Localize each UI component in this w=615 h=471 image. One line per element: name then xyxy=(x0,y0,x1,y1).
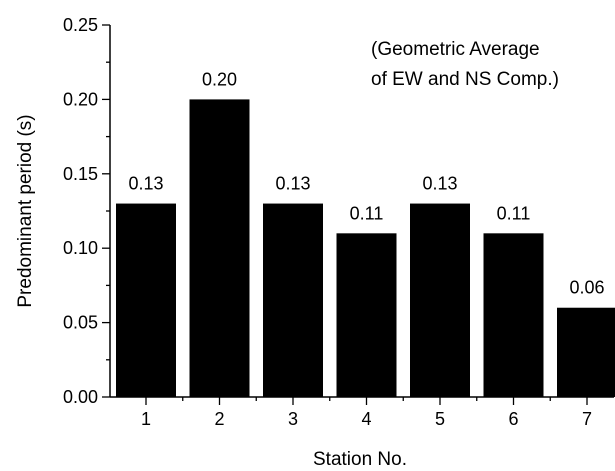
bar-station-4 xyxy=(336,233,397,397)
data-label-station-7: 0.06 xyxy=(569,278,604,298)
y-tick-label: 0.00 xyxy=(63,387,98,407)
bar-station-2 xyxy=(189,99,250,398)
y-tick-label: 0.10 xyxy=(63,238,98,258)
annotation-line-2: of EW and NS Comp.) xyxy=(371,69,559,90)
y-tick-label: 0.05 xyxy=(63,313,98,333)
x-tick-label-station-4: 4 xyxy=(361,409,371,429)
bars-group xyxy=(116,99,615,398)
annotation-line-1: (Geometric Average xyxy=(371,39,540,60)
bar-station-3 xyxy=(263,203,323,397)
data-label-station-6: 0.11 xyxy=(497,203,531,223)
x-tick-label-station-3: 3 xyxy=(288,409,298,429)
x-tick-label-station-1: 1 xyxy=(141,409,151,429)
bar-station-1 xyxy=(116,203,176,397)
x-tick-label-station-6: 6 xyxy=(508,409,518,429)
y-tick-label: 0.25 xyxy=(63,15,98,35)
x-tick-label-station-5: 5 xyxy=(435,409,445,429)
x-ticks-group: 1 2 3 4 5 6 7 xyxy=(141,397,592,429)
y-tick-label: 0.20 xyxy=(63,89,98,109)
data-label-station-2: 0.20 xyxy=(202,69,237,89)
bar-station-5 xyxy=(410,203,470,397)
y-axis-title: Predominant period (s) xyxy=(15,114,36,307)
data-label-station-1: 0.13 xyxy=(128,174,163,194)
data-label-station-5: 0.13 xyxy=(422,174,457,194)
bar-station-7 xyxy=(557,307,615,397)
y-ticks-group: 0.00 0.05 0.10 0.15 0.20 0.25 xyxy=(63,15,110,407)
bar-station-6 xyxy=(483,233,544,397)
x-tick-label-station-7: 7 xyxy=(582,409,592,429)
y-tick-label: 0.15 xyxy=(63,164,98,184)
data-label-station-4: 0.11 xyxy=(350,203,384,223)
data-label-station-3: 0.13 xyxy=(275,174,310,194)
x-tick-label-station-2: 2 xyxy=(214,409,224,429)
data-labels-group: 0.13 0.20 0.13 0.11 0.13 0.11 0.06 xyxy=(128,69,604,297)
x-axis-title: Station No. xyxy=(313,449,407,470)
